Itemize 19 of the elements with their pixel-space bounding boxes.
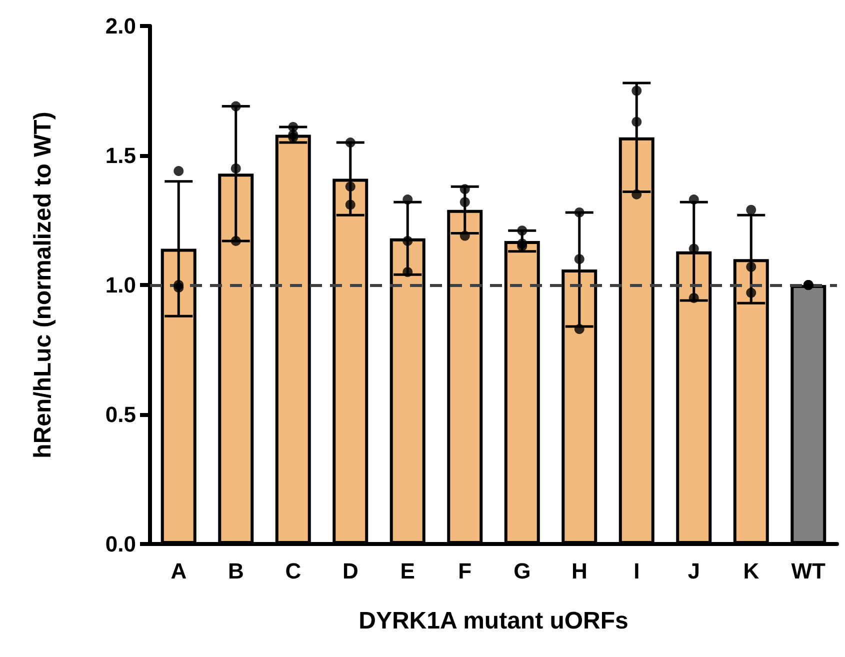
x-tick-label: K bbox=[743, 558, 760, 584]
x-tick-label: H bbox=[571, 558, 588, 584]
y-axis-title: hRen/hLuc (normalized to WT) bbox=[30, 112, 56, 458]
x-axis-title: DYRK1A mutant uORFs bbox=[358, 608, 628, 634]
y-tick-label: 1.0 bbox=[105, 272, 136, 298]
x-tick-label: I bbox=[634, 558, 640, 584]
x-tick-label: G bbox=[514, 558, 531, 584]
y-tick-label: 1.5 bbox=[105, 143, 136, 168]
x-tick-label: J bbox=[688, 558, 700, 584]
x-tick-label: C bbox=[285, 558, 302, 584]
x-tick-label: D bbox=[342, 558, 358, 584]
x-tick-label: F bbox=[458, 558, 472, 584]
y-tick-label: 0.0 bbox=[105, 532, 136, 556]
x-tick-label: B bbox=[228, 558, 244, 584]
x-tick-label: WT bbox=[791, 558, 826, 584]
x-tick-label: A bbox=[170, 558, 187, 584]
x-tick-label: E bbox=[400, 558, 415, 584]
y-tick-label: 2.0 bbox=[105, 14, 136, 38]
y-tick-label: 0.5 bbox=[105, 402, 136, 427]
